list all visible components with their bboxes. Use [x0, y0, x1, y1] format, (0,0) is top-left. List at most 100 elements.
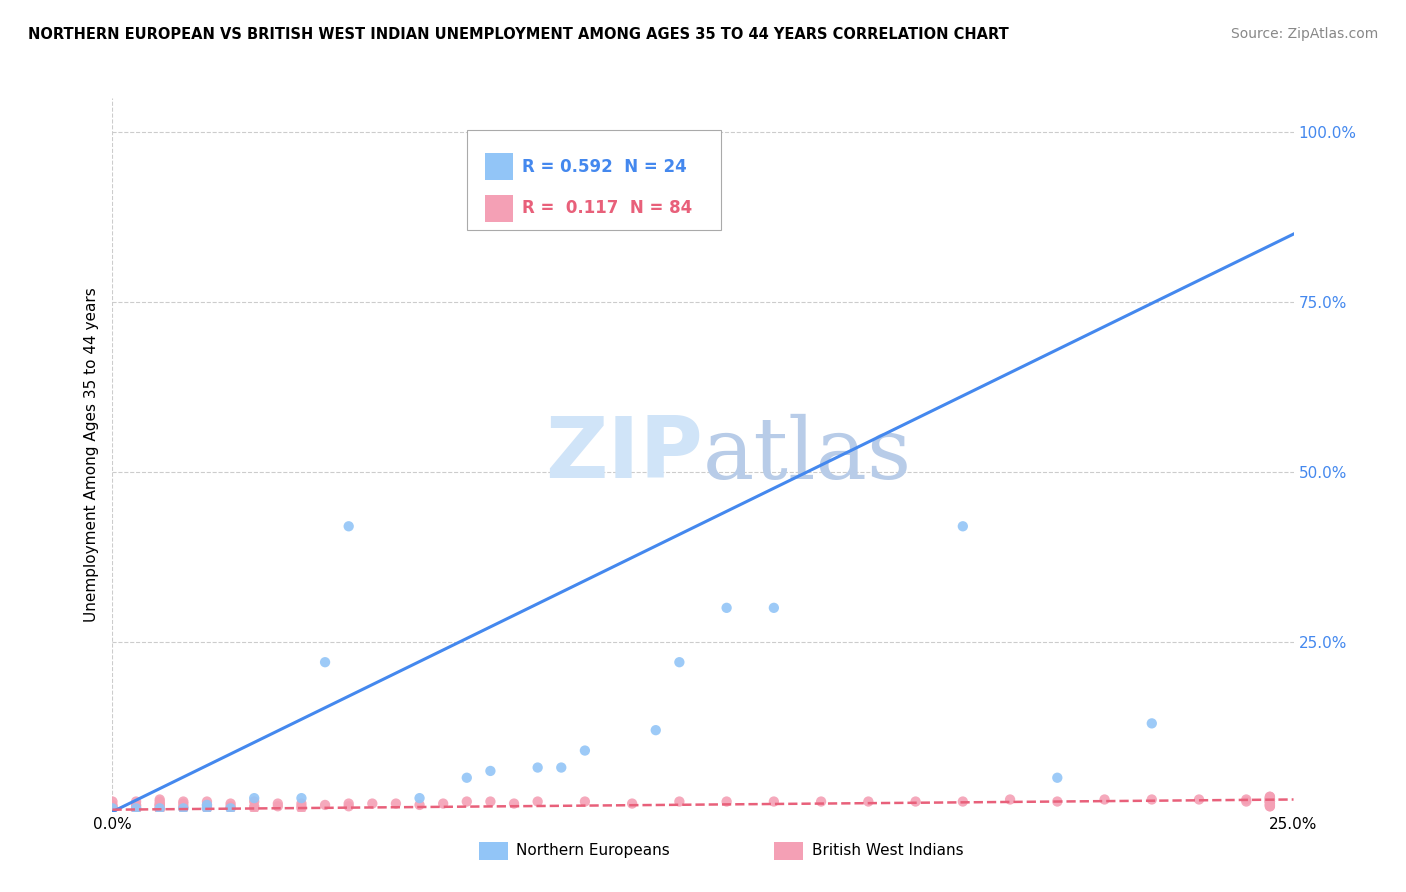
Point	[337, 799, 360, 814]
Point	[762, 600, 785, 615]
Point	[1258, 792, 1281, 806]
Point	[1258, 795, 1281, 809]
Point	[125, 801, 148, 815]
Point	[219, 799, 242, 814]
Point	[1258, 795, 1281, 809]
Point	[243, 795, 266, 809]
Text: NORTHERN EUROPEAN VS BRITISH WEST INDIAN UNEMPLOYMENT AMONG AGES 35 TO 44 YEARS : NORTHERN EUROPEAN VS BRITISH WEST INDIAN…	[28, 27, 1010, 42]
Point	[1258, 795, 1281, 809]
Point	[1234, 792, 1257, 806]
Point	[101, 801, 124, 815]
Point	[1258, 797, 1281, 811]
Text: R = 0.592  N = 24: R = 0.592 N = 24	[522, 158, 688, 176]
Point	[290, 791, 312, 805]
Point	[1140, 792, 1163, 806]
Point	[149, 799, 172, 814]
Bar	[485, 153, 513, 180]
Text: British West Indians: British West Indians	[811, 844, 963, 858]
Point	[290, 797, 312, 811]
Point	[149, 795, 172, 809]
Bar	[485, 194, 513, 222]
Point	[644, 723, 666, 738]
Bar	[478, 842, 508, 860]
Point	[172, 797, 194, 811]
Text: Northern Europeans: Northern Europeans	[516, 844, 671, 858]
Point	[1258, 792, 1281, 806]
Point	[408, 791, 430, 805]
Point	[172, 801, 194, 815]
Text: atlas: atlas	[703, 413, 912, 497]
Point	[526, 760, 548, 774]
Point	[526, 795, 548, 809]
Point	[408, 797, 430, 812]
Point	[1046, 795, 1069, 809]
Point	[125, 795, 148, 809]
Point	[172, 801, 194, 815]
Point	[337, 797, 360, 811]
Point	[1140, 716, 1163, 731]
Point	[1188, 792, 1211, 806]
Point	[716, 600, 738, 615]
Point	[1258, 799, 1281, 814]
Point	[101, 797, 124, 812]
Point	[1258, 799, 1281, 814]
Point	[479, 795, 502, 809]
Point	[998, 792, 1021, 806]
Point	[195, 800, 218, 814]
Point	[1258, 792, 1281, 806]
Point	[267, 799, 290, 814]
Point	[149, 801, 172, 815]
Text: Source: ZipAtlas.com: Source: ZipAtlas.com	[1230, 27, 1378, 41]
Point	[290, 801, 312, 815]
Point	[195, 801, 218, 815]
Point	[172, 799, 194, 814]
Point	[1258, 789, 1281, 804]
Point	[243, 791, 266, 805]
Point	[574, 743, 596, 757]
Point	[101, 799, 124, 814]
FancyBboxPatch shape	[467, 130, 721, 230]
Point	[125, 801, 148, 815]
Point	[479, 764, 502, 778]
Point	[314, 797, 336, 812]
Point	[337, 519, 360, 533]
Point	[762, 795, 785, 809]
Point	[1258, 795, 1281, 809]
Point	[172, 795, 194, 809]
Point	[101, 801, 124, 815]
Point	[149, 801, 172, 815]
Point	[290, 799, 312, 814]
Point	[668, 795, 690, 809]
Point	[125, 799, 148, 814]
Point	[1258, 797, 1281, 811]
Point	[149, 803, 172, 817]
Point	[195, 801, 218, 815]
Point	[432, 797, 454, 811]
Point	[456, 771, 478, 785]
Point	[1234, 795, 1257, 809]
Point	[101, 795, 124, 809]
Point	[195, 797, 218, 812]
Point	[1258, 791, 1281, 805]
Text: R =  0.117  N = 84: R = 0.117 N = 84	[522, 199, 693, 218]
Point	[550, 760, 572, 774]
Point	[1258, 792, 1281, 806]
Point	[219, 801, 242, 815]
Point	[243, 799, 266, 814]
Point	[125, 803, 148, 817]
Point	[361, 797, 384, 811]
Point	[1094, 792, 1116, 806]
Point	[1258, 797, 1281, 812]
Point	[810, 795, 832, 809]
Point	[195, 795, 218, 809]
Point	[101, 801, 124, 815]
Point	[385, 797, 408, 811]
Point	[621, 797, 644, 811]
Point	[904, 795, 927, 809]
Point	[1258, 797, 1281, 812]
Point	[503, 797, 526, 811]
Y-axis label: Unemployment Among Ages 35 to 44 years: Unemployment Among Ages 35 to 44 years	[83, 287, 98, 623]
Point	[858, 795, 880, 809]
Point	[314, 655, 336, 669]
Point	[219, 797, 242, 811]
